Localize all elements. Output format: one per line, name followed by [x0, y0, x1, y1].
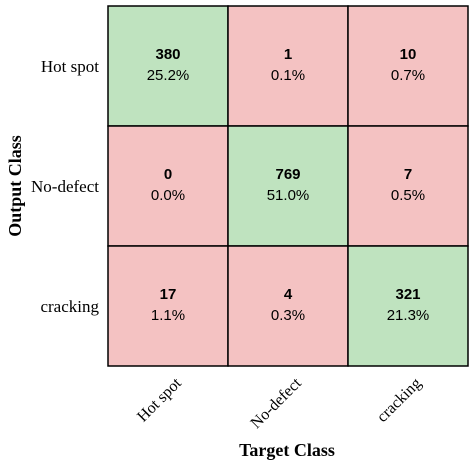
cell-percent: 0.7% — [391, 67, 425, 84]
cell-percent: 0.3% — [271, 307, 305, 324]
cell-count: 17 — [160, 286, 177, 303]
cell-background — [347, 125, 469, 247]
y-axis-title: Output Class — [5, 135, 25, 237]
output-class-label: cracking — [40, 297, 99, 316]
x-axis-title: Target Class — [239, 440, 335, 460]
cell-background — [347, 245, 469, 367]
matrix-cell: 321 21.3% — [347, 245, 469, 367]
target-class-label: cracking — [374, 375, 425, 426]
cell-percent: 0.0% — [151, 187, 185, 204]
cell-count: 0 — [164, 166, 172, 183]
output-class-labels: Hot spot No-defect cracking — [31, 57, 99, 316]
cell-percent: 0.1% — [271, 67, 305, 84]
cell-percent: 21.3% — [387, 307, 430, 324]
target-class-labels: Hot spot No-defect cracking — [134, 374, 425, 432]
cell-background — [227, 245, 349, 367]
cell-count: 380 — [155, 46, 180, 63]
matrix-cells: 38025.2%10.1%100.7%00.0%76951.0%70.5%171… — [107, 5, 469, 367]
matrix-cell: 769 51.0% — [227, 125, 349, 247]
matrix-cell: 17 1.1% — [107, 245, 229, 367]
matrix-cell: 0 0.0% — [107, 125, 229, 247]
cell-background — [347, 5, 469, 127]
matrix-cell: 10 0.7% — [347, 5, 469, 127]
cell-count: 10 — [400, 46, 417, 63]
cell-count: 4 — [284, 286, 293, 303]
output-class-label: No-defect — [31, 177, 99, 196]
cell-background — [227, 125, 349, 247]
matrix-cell: 380 25.2% — [107, 5, 229, 127]
cell-percent: 0.5% — [391, 187, 425, 204]
cell-count: 7 — [404, 166, 412, 183]
cell-count: 321 — [395, 286, 420, 303]
cell-count: 1 — [284, 46, 292, 63]
cell-percent: 1.1% — [151, 307, 185, 324]
cell-background — [107, 245, 229, 367]
matrix-cell: 4 0.3% — [227, 245, 349, 367]
cell-percent: 25.2% — [147, 67, 190, 84]
cell-background — [107, 125, 229, 247]
matrix-cell: 1 0.1% — [227, 5, 349, 127]
output-class-label: Hot spot — [41, 57, 99, 76]
target-class-label: No-defect — [248, 374, 306, 432]
cell-count: 769 — [275, 166, 300, 183]
cell-background — [227, 5, 349, 127]
matrix-cell: 7 0.5% — [347, 125, 469, 247]
cell-background — [107, 5, 229, 127]
target-class-label: Hot spot — [134, 374, 185, 425]
cell-percent: 51.0% — [267, 187, 310, 204]
